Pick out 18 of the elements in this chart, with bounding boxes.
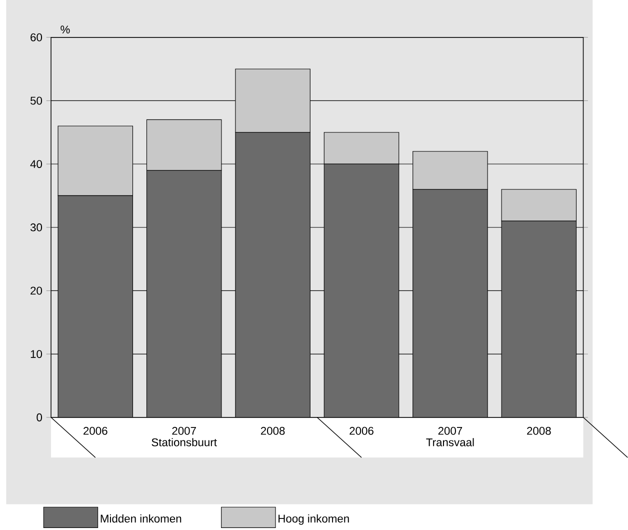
legend-label: Hoog inkomen <box>278 514 349 525</box>
text: Stationsbuurt <box>152 438 217 446</box>
y-tick-label: 50 <box>30 96 42 105</box>
y-tick-label: 60 <box>30 33 42 42</box>
y-tick-label: 20 <box>30 286 42 295</box>
y-axis-title: % <box>60 26 70 34</box>
legend-label: Midden inkomen <box>100 514 182 523</box>
x-tick-label: 2006 <box>84 426 108 435</box>
y-tick-label: 30 <box>30 224 42 232</box>
x-tick-label: 2007 <box>438 426 462 435</box>
y-tick-label: 10 <box>30 350 42 358</box>
x-tick-label: 2008 <box>527 426 551 435</box>
text: Transvaal <box>426 438 474 446</box>
x-tick-label: 2007 <box>172 426 196 435</box>
x-tick-label: 2008 <box>260 426 285 435</box>
x-tick-label: 2006 <box>350 426 374 435</box>
y-tick-label: 40 <box>30 160 42 168</box>
y-tick-label: 0 <box>36 414 42 422</box>
